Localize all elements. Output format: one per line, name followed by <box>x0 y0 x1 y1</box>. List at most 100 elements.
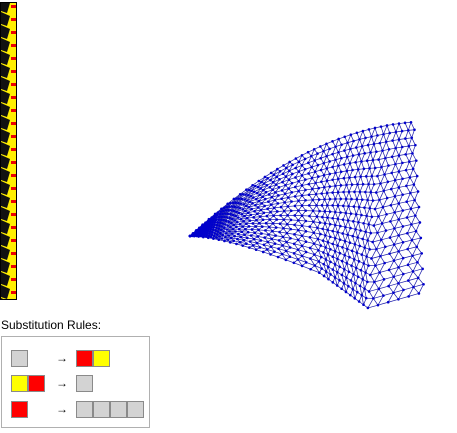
mesh-node <box>254 248 258 252</box>
mesh-node <box>320 192 323 195</box>
mesh-edge <box>370 272 380 276</box>
mesh-node <box>347 270 351 274</box>
mesh-node <box>369 190 373 194</box>
mesh-node <box>257 179 261 183</box>
mesh-edge <box>282 253 291 258</box>
mesh-edge <box>394 228 399 236</box>
mesh-node <box>268 185 272 189</box>
mesh-edge <box>301 255 311 259</box>
mesh-node <box>310 176 314 180</box>
strip-mark <box>1 246 10 260</box>
mesh-edge <box>395 123 400 133</box>
mesh-node <box>362 262 366 265</box>
strip-mark <box>1 142 10 156</box>
strip-mark <box>1 64 10 78</box>
strip-mark <box>1 38 10 52</box>
mesh-node <box>197 235 200 238</box>
strip-mark <box>1 259 10 273</box>
mesh-node <box>317 186 321 190</box>
strip-mark <box>1 103 10 117</box>
mesh-edge <box>407 248 413 256</box>
mesh-edge <box>380 230 387 240</box>
mesh-edge <box>405 154 410 162</box>
mesh-node <box>318 221 322 224</box>
mesh-node <box>229 241 232 244</box>
mesh-edge <box>376 239 382 250</box>
mesh-node <box>349 147 352 151</box>
mesh-node <box>416 276 420 280</box>
mesh-edge <box>407 261 418 266</box>
mesh-node <box>358 190 362 194</box>
strip-mark <box>11 187 16 190</box>
mesh-node <box>240 230 244 234</box>
mesh-node <box>313 253 316 256</box>
mesh-node <box>255 212 259 216</box>
mesh-node <box>229 236 233 240</box>
mesh-node <box>412 285 415 289</box>
mesh-node <box>349 212 353 215</box>
mesh-edge <box>385 228 395 231</box>
mesh-node <box>258 215 262 218</box>
mesh-node <box>210 225 213 229</box>
mesh-edge <box>388 298 399 303</box>
mesh-edge <box>417 277 424 285</box>
mesh-edge <box>344 255 348 264</box>
mesh-node <box>226 202 229 206</box>
mesh-edge <box>359 184 364 193</box>
mesh-node <box>350 264 353 267</box>
mesh-node <box>270 237 274 241</box>
mesh-edge <box>403 271 414 275</box>
mesh-node <box>232 239 236 243</box>
mesh-node <box>289 237 292 240</box>
mesh-node <box>410 223 413 226</box>
mesh-node <box>241 192 245 196</box>
mesh-edge <box>402 224 412 227</box>
mesh-edge <box>398 219 404 227</box>
mesh-node <box>381 205 385 209</box>
mesh-node <box>297 219 300 222</box>
mesh-node <box>296 238 300 242</box>
mesh-node <box>341 245 344 249</box>
mesh-edge <box>370 143 375 153</box>
mesh-node <box>278 169 282 173</box>
mesh-node <box>397 202 401 205</box>
mesh-node <box>266 177 269 180</box>
mesh-edge <box>383 292 394 296</box>
mesh-edge <box>394 212 400 220</box>
mesh-node <box>217 238 221 242</box>
mesh-node <box>293 185 297 189</box>
mesh-node <box>322 274 326 278</box>
mesh-edge <box>368 216 373 225</box>
mesh-node <box>249 234 253 237</box>
mesh-node <box>264 221 268 225</box>
mesh-edge <box>377 230 387 234</box>
strip-mark <box>11 174 16 177</box>
mesh-node <box>397 234 400 237</box>
mesh-node <box>400 145 404 149</box>
mesh-node <box>397 154 401 157</box>
mesh-edge <box>402 208 411 211</box>
mesh-node <box>222 230 225 233</box>
mesh-edge <box>349 155 354 164</box>
mesh-edge <box>405 130 409 139</box>
mesh-edge <box>409 161 414 170</box>
mesh-edge <box>408 137 413 147</box>
mesh-edge <box>334 277 338 286</box>
mesh-node <box>250 189 253 193</box>
mesh-edge <box>412 145 416 154</box>
mesh-node <box>389 203 393 207</box>
mesh-node <box>300 264 304 268</box>
mesh-node <box>384 140 388 144</box>
mesh-node <box>288 255 292 258</box>
mesh-node <box>274 183 278 186</box>
mesh-node <box>218 235 221 238</box>
mesh-edge <box>335 138 339 147</box>
mesh-node <box>328 222 332 226</box>
mesh-node <box>329 273 332 276</box>
mesh-node <box>214 218 218 222</box>
mesh-node <box>240 213 244 216</box>
mesh-node <box>373 166 377 170</box>
mesh-edge <box>395 139 400 149</box>
mesh-edge <box>398 267 404 275</box>
mesh-node <box>331 191 334 194</box>
